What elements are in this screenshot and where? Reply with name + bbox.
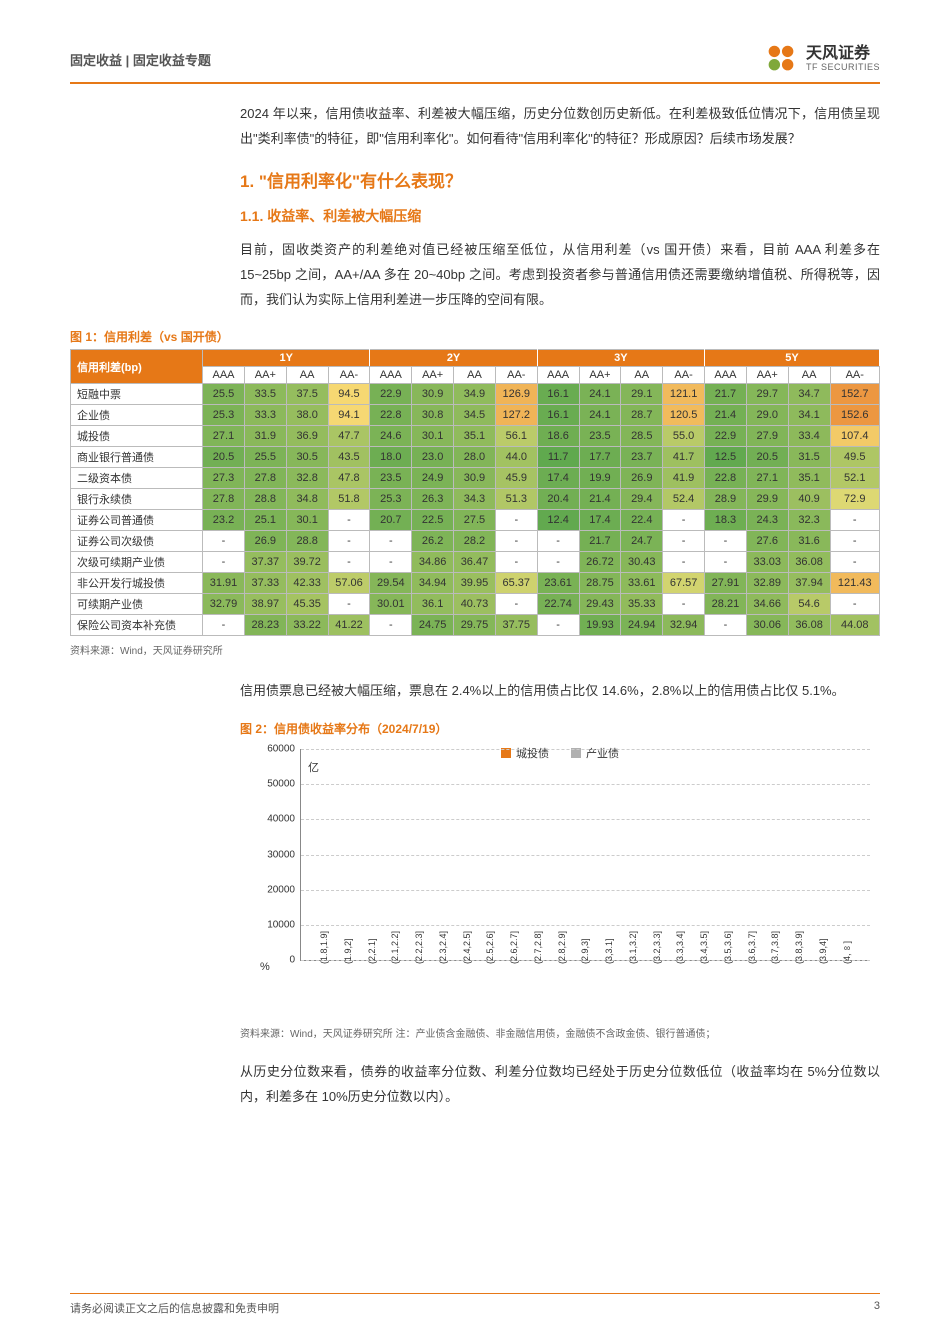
logo-icon	[762, 40, 800, 78]
figure-2-source: 资料来源：Wind，天风证券研究所 注：产业债含金融债、非金融信用债，金融债不含…	[240, 1025, 880, 1040]
figure-1-source: 资料来源：Wind，天风证券研究所	[70, 642, 880, 657]
y-axis-unit: 亿	[308, 759, 319, 775]
section-1-1-heading: 1.1. 收益率、利差被大幅压缩	[240, 206, 880, 226]
credit-spread-table: 信用利差(bp)1Y2Y3Y5YAAAAA+AAAA-AAAAA+AAAA-AA…	[70, 349, 880, 636]
page-number: 3	[874, 1300, 880, 1316]
yield-distribution-chart: 城投债 产业债 0100002000030000400005000060000(…	[240, 741, 880, 1021]
paragraph-1: 目前，固收类资产的利差绝对值已经被压缩至低位，从信用利差（vs 国开债）来看，目…	[240, 238, 880, 312]
figure-2-title: 图 2：信用债收益率分布（2024/7/19）	[240, 720, 880, 737]
logo-text-cn: 天风证券	[806, 45, 880, 63]
paragraph-2: 信用债票息已经被大幅压缩，票息在 2.4%以上的信用债占比仅 14.6%，2.8…	[240, 679, 880, 704]
figure-2: 图 2：信用债收益率分布（2024/7/19） 城投债 产业债 01000020…	[240, 720, 880, 1040]
section-1-heading: 1. "信用利率化"有什么表现？	[240, 167, 880, 192]
brand-logo: 天风证券 TF SECURITIES	[762, 40, 880, 78]
intro-paragraph: 2024 年以来，信用债收益率、利差被大幅压缩，历史分位数创历史新低。在利差极致…	[240, 102, 880, 151]
page-footer: 请务必阅读正文之后的信息披露和免责申明 3	[70, 1293, 880, 1316]
page-header: 固定收益 | 固定收益专题 天风证券 TF SECURITIES	[70, 40, 880, 84]
x-axis-unit: %	[260, 961, 270, 973]
figure-1-title: 图 1：信用利差（vs 国开债）	[70, 328, 880, 345]
paragraph-3: 从历史分位数来看，债券的收益率分位数、利差分位数均已经处于历史分位数低位（收益率…	[240, 1060, 880, 1109]
header-breadcrumb: 固定收益 | 固定收益专题	[70, 50, 211, 69]
footer-disclaimer: 请务必阅读正文之后的信息披露和免责申明	[70, 1300, 279, 1316]
figure-1: 图 1：信用利差（vs 国开债） 信用利差(bp)1Y2Y3Y5YAAAAA+A…	[70, 328, 880, 657]
logo-text-en: TF SECURITIES	[806, 63, 880, 73]
